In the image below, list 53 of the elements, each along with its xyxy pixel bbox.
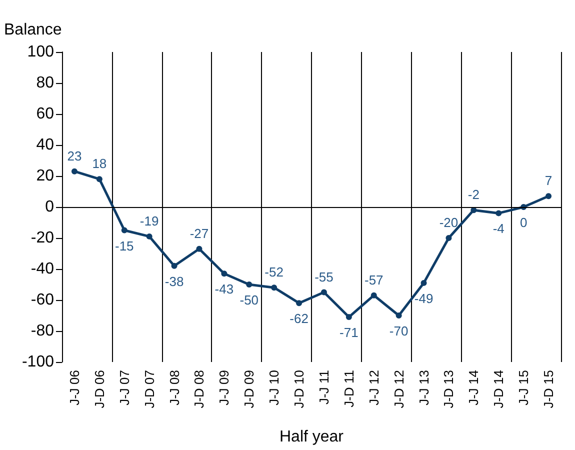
x-tick-label: J-D 10 <box>292 370 307 408</box>
x-tick-label: J-J 15 <box>516 370 532 406</box>
data-label: -15 <box>114 238 134 254</box>
x-tick-label: J-J 13 <box>416 370 432 406</box>
x-tick-label: J-J 10 <box>266 370 282 406</box>
y-tick-label: 0 <box>45 198 54 216</box>
x-tick-label: J-D 08 <box>192 370 207 408</box>
y-tick-label: -80 <box>30 322 54 340</box>
x-tick-label: J-J 06 <box>66 370 82 406</box>
data-label: -43 <box>214 282 234 297</box>
data-label: -55 <box>314 269 334 284</box>
x-tick-label: J-D 09 <box>242 370 257 408</box>
x-tick-label: J-D 15 <box>541 370 556 408</box>
x-tick-label: J-J 09 <box>216 370 232 406</box>
y-tick-label: 100 <box>27 44 54 60</box>
x-tick-label: J-D 06 <box>92 370 107 408</box>
x-tick-label: J-J 08 <box>166 370 182 406</box>
data-label: 23 <box>67 148 82 164</box>
data-label: -38 <box>164 274 184 289</box>
x-tick-label: J-D 12 <box>391 370 406 408</box>
data-label: -20 <box>439 215 458 230</box>
data-label: -70 <box>389 324 408 338</box>
data-label: -57 <box>364 272 384 288</box>
y-tick-label: -60 <box>30 292 54 308</box>
data-label: 7 <box>544 173 552 188</box>
data-label: 0 <box>520 215 528 230</box>
x-tick-label: J-J 12 <box>366 370 382 406</box>
x-tick-label: J-J 11 <box>316 370 332 404</box>
data-label: -4 <box>492 221 504 236</box>
x-tick-label: J-J 07 <box>116 370 132 406</box>
y-axis-title: Balance <box>4 22 62 38</box>
data-label: 18 <box>92 156 107 172</box>
y-tick-label: -100 <box>22 354 54 370</box>
data-label: -19 <box>140 213 159 228</box>
data-label: -2 <box>468 187 480 202</box>
data-label: -71 <box>340 325 358 340</box>
data-label: -50 <box>240 292 259 308</box>
x-tick-label: J-D 13 <box>441 370 456 408</box>
x-tick-label: J-D 14 <box>491 370 506 408</box>
x-tick-label: J-D 07 <box>142 370 157 408</box>
y-tick-label: -40 <box>30 260 54 278</box>
y-tick-label: 20 <box>36 168 54 184</box>
y-tick-label: 40 <box>36 136 54 154</box>
data-label: -52 <box>264 264 284 280</box>
y-tick-label: -20 <box>30 230 54 246</box>
data-label: -62 <box>290 311 308 326</box>
x-tick-label: J-D 11 <box>341 370 356 408</box>
x-tick-label: J-J 14 <box>466 370 482 406</box>
data-label: -27 <box>190 226 209 241</box>
y-tick-label: 60 <box>36 106 54 122</box>
y-tick-label: 80 <box>36 74 54 92</box>
data-label: -49 <box>414 290 434 306</box>
x-axis-title: Half year <box>279 428 344 446</box>
